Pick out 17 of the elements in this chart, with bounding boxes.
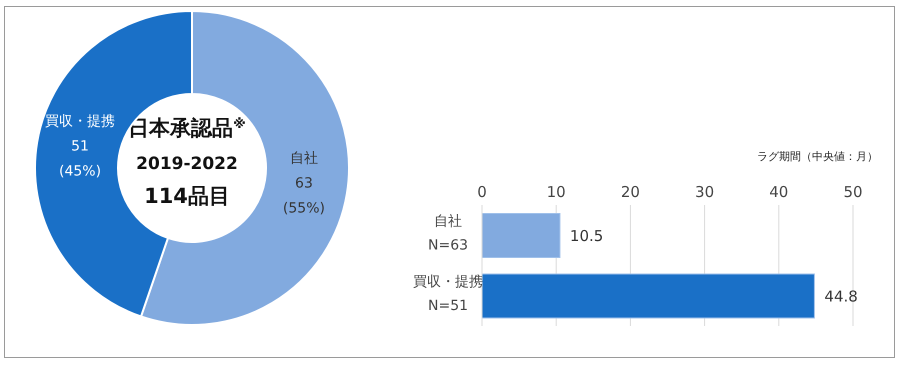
y-tick-label: 買収・提携 N=51 xyxy=(413,274,483,314)
x-tick-label: 0 xyxy=(477,183,487,201)
slice-label: 買収・提携 xyxy=(45,113,116,130)
text: 2019-2022 xyxy=(136,154,238,174)
x-tick-label: 20 xyxy=(620,183,640,201)
y-tick-label: 自社 N=63 xyxy=(428,213,468,254)
x-tick-label: 40 xyxy=(769,183,788,201)
data-label: 63 (55%) xyxy=(282,176,325,217)
x-tick-label: 10 xyxy=(546,183,566,201)
data-label: 10.5 xyxy=(570,226,604,245)
x-tick-label: 50 xyxy=(843,183,863,201)
slice-label: 自社 xyxy=(290,150,318,167)
data-label: 44.8 xyxy=(824,287,858,306)
x-axis-title: ラグ期間（中央値：月） xyxy=(757,149,878,164)
x-tick-label: 30 xyxy=(695,183,714,201)
text: 114品目 xyxy=(144,184,230,208)
data-label: 51 (45%) xyxy=(59,138,102,180)
